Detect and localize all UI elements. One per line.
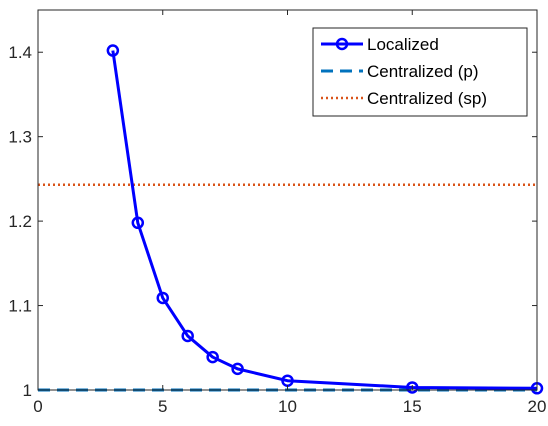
legend-label-localized: Localized bbox=[367, 35, 439, 54]
axis-ticks: 0 5 10 15 20 1 1.1 1.2 1.3 1.4 bbox=[8, 10, 546, 416]
legend-item-0: Localized bbox=[321, 35, 439, 54]
data-point-3 bbox=[181, 329, 194, 343]
data-point-0 bbox=[106, 44, 120, 57]
x-tick-label-1: 5 bbox=[158, 397, 167, 416]
legend-marker-localized bbox=[335, 37, 349, 51]
legend-item-2: Centralized (sp) bbox=[321, 89, 487, 108]
data-point-4 bbox=[206, 350, 219, 364]
legend-label-centralized-sp: Centralized (sp) bbox=[367, 89, 487, 108]
x-tick-label-0: 0 bbox=[33, 397, 42, 416]
legend-item-1: Centralized (p) bbox=[321, 62, 479, 81]
y-tick-label-0: 1 bbox=[23, 381, 32, 400]
y-tick-label-1: 1.1 bbox=[8, 297, 32, 316]
x-tick-label-2: 10 bbox=[278, 397, 297, 416]
legend-label-centralized-p: Centralized (p) bbox=[367, 62, 479, 81]
y-tick-label-3: 1.3 bbox=[8, 128, 32, 147]
data-point-1 bbox=[131, 216, 145, 230]
legend: Localized Centralized (p) Centralized (s… bbox=[312, 27, 528, 117]
data-point-5 bbox=[231, 362, 244, 376]
data-point-7 bbox=[406, 381, 419, 394]
series-line-0 bbox=[111, 50, 538, 390]
y-tick-label-2: 1.2 bbox=[8, 212, 32, 231]
x-tick-label-3: 15 bbox=[403, 397, 422, 416]
data-point-2 bbox=[156, 291, 169, 305]
y-tick-label-4: 1.4 bbox=[8, 43, 32, 62]
x-tick-label-4: 20 bbox=[528, 397, 547, 416]
